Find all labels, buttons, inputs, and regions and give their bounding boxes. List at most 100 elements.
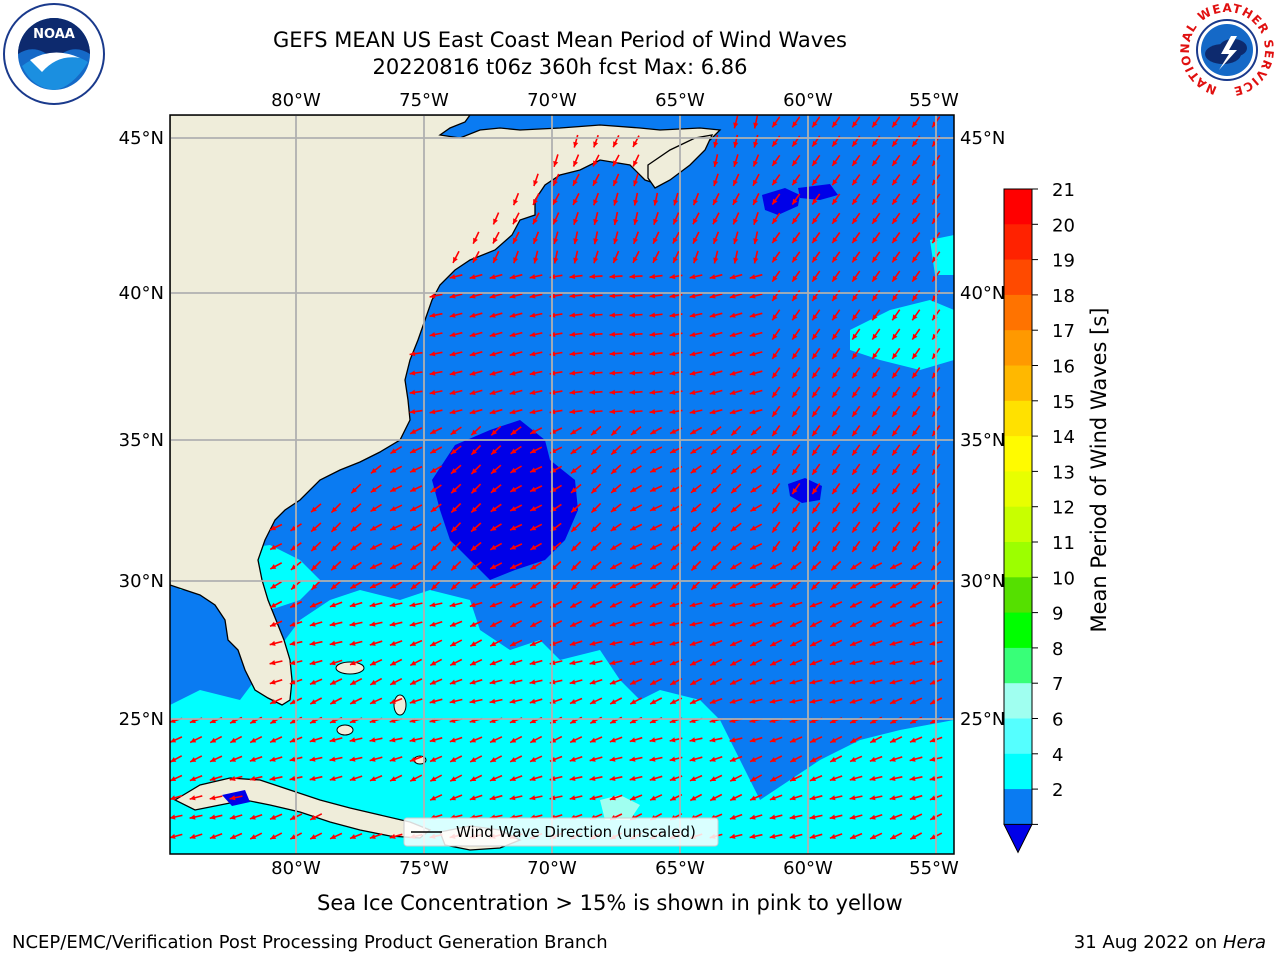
wave-arrowhead xyxy=(729,737,736,743)
wave-arrowhead xyxy=(769,602,776,608)
wave-arrowhead xyxy=(832,430,838,437)
wave-arrowhead xyxy=(510,486,517,492)
wave-arrowhead xyxy=(929,737,936,743)
wave-arrowhead xyxy=(591,429,597,436)
wave-arrowhead xyxy=(530,486,537,492)
wave-arrowhead xyxy=(690,699,696,704)
wave-arrowhead xyxy=(870,737,877,743)
wave-arrowhead xyxy=(709,756,716,762)
wave-arrowhead xyxy=(650,429,657,434)
wave-arrowhead xyxy=(709,602,716,608)
wave-arrowhead xyxy=(850,757,857,762)
wave-arrowhead xyxy=(872,507,878,514)
wave-arrowhead xyxy=(691,564,698,571)
wave-arrowhead xyxy=(832,275,838,282)
wave-arrowhead xyxy=(429,621,436,627)
wave-arrowhead xyxy=(729,274,736,280)
wave-arrowhead xyxy=(649,312,656,318)
wave-arrowhead xyxy=(690,429,697,434)
wave-arrowhead xyxy=(490,757,497,762)
wave-arrowhead xyxy=(830,641,837,646)
wave-arrowhead xyxy=(689,756,696,762)
wave-arrowhead xyxy=(430,757,437,762)
wave-arrowhead xyxy=(872,410,878,417)
wave-arrowhead xyxy=(829,795,836,801)
wave-arrowhead xyxy=(510,544,517,550)
wave-arrowhead xyxy=(470,776,477,781)
wave-arrowhead xyxy=(830,757,837,762)
wave-arrowhead xyxy=(810,622,817,627)
wave-arrowhead xyxy=(733,179,738,186)
wave-arrowhead xyxy=(669,737,676,743)
wave-arrowhead xyxy=(430,428,437,434)
wave-arrowhead xyxy=(489,660,496,666)
wave-arrowhead xyxy=(230,737,237,743)
wave-arrowhead xyxy=(629,293,636,299)
wave-arrowhead xyxy=(289,737,296,743)
wave-arrowhead xyxy=(649,756,656,762)
wave-arrowhead xyxy=(451,487,457,494)
wave-arrowhead xyxy=(693,237,698,244)
wave-arrowhead xyxy=(629,640,636,646)
wave-arrowhead xyxy=(733,218,738,225)
wave-arrowhead xyxy=(490,506,497,512)
wave-arrowhead xyxy=(471,506,477,513)
wave-arrowhead xyxy=(290,834,297,840)
wave-arrowhead xyxy=(789,814,796,820)
wave-arrowhead xyxy=(753,218,759,225)
wave-arrowhead xyxy=(892,295,898,301)
wave-arrowhead xyxy=(792,121,798,128)
wave-arrowhead xyxy=(269,775,276,781)
wave-arrowhead xyxy=(529,660,536,666)
wave-arrowhead xyxy=(449,409,456,415)
wave-arrowhead xyxy=(509,776,516,781)
wave-arrowhead xyxy=(751,429,757,436)
wave-arrowhead xyxy=(653,199,659,206)
wave-arrowhead xyxy=(450,795,456,801)
wave-arrowhead xyxy=(451,526,458,532)
wave-arrowhead xyxy=(530,602,537,608)
wave-arrowhead xyxy=(790,737,796,743)
wave-arrowhead xyxy=(852,314,858,321)
wave-arrowhead xyxy=(852,160,858,166)
wave-arrowhead xyxy=(309,775,316,781)
wave-arrowhead xyxy=(789,698,796,704)
wave-arrowhead xyxy=(693,199,698,206)
wave-arrowhead xyxy=(689,274,696,280)
wave-arrowhead xyxy=(770,757,777,762)
wave-arrowhead xyxy=(892,488,898,494)
wave-arrowhead xyxy=(170,833,176,839)
wave-arrowhead xyxy=(870,602,877,608)
wave-arrowhead xyxy=(872,198,878,205)
wave-arrowhead xyxy=(732,198,738,205)
wave-arrowhead xyxy=(589,795,596,801)
wave-arrowhead xyxy=(489,274,496,280)
wave-arrowhead xyxy=(872,121,878,128)
wave-arrowhead xyxy=(812,353,818,359)
wave-arrowhead xyxy=(892,507,898,514)
wave-arrowhead xyxy=(649,370,656,376)
wave-arrowhead xyxy=(410,776,417,782)
wave-arrowhead xyxy=(909,621,916,627)
wave-arrowhead xyxy=(450,429,457,435)
wave-arrowhead xyxy=(570,448,577,454)
wave-arrowhead xyxy=(810,757,817,762)
wave-arrowhead xyxy=(270,834,277,840)
wave-arrowhead xyxy=(509,409,516,415)
wave-arrowhead xyxy=(790,660,796,666)
wave-arrowhead xyxy=(613,179,618,186)
wave-arrowhead xyxy=(713,161,719,167)
wave-arrowhead xyxy=(311,526,317,532)
wave-arrowhead xyxy=(450,448,457,455)
wave-arrowhead xyxy=(892,430,898,437)
wave-arrowhead xyxy=(449,312,456,318)
wave-arrowhead xyxy=(929,660,936,666)
wave-arrowhead xyxy=(713,257,719,264)
wave-arrowhead xyxy=(349,756,356,762)
wave-arrowhead xyxy=(912,160,918,166)
wave-arrowhead xyxy=(909,795,916,801)
wave-arrowhead xyxy=(932,237,938,244)
wave-arrowhead xyxy=(872,546,878,552)
wave-arrowhead xyxy=(589,640,596,646)
wave-arrowhead xyxy=(649,351,656,357)
